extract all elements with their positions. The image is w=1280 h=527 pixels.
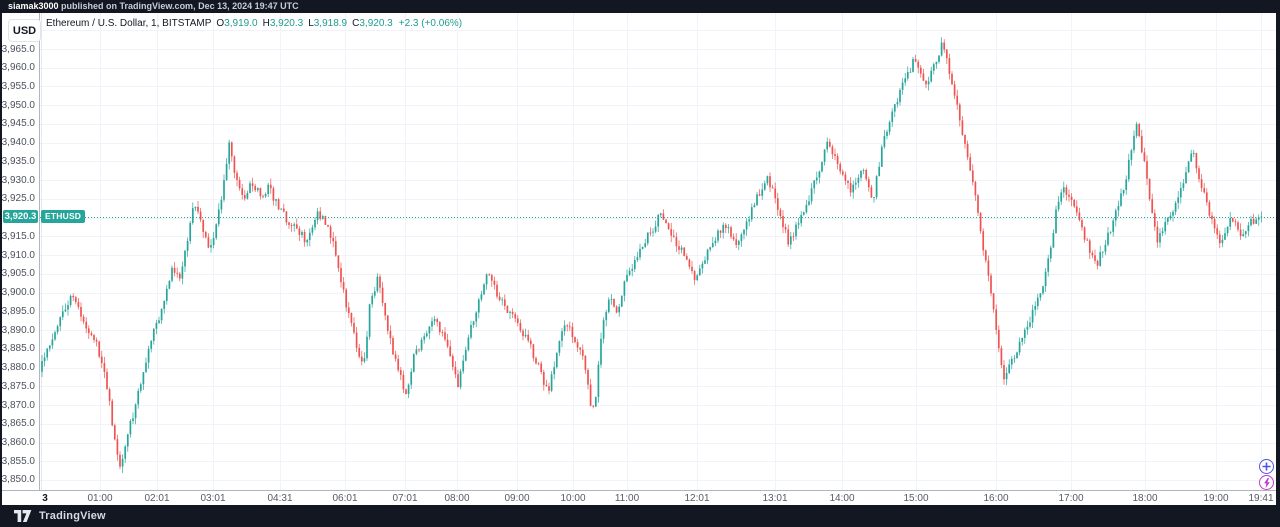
ohlc-open-label: O — [216, 18, 225, 29]
ohlc-open-value: 3,919.0 — [224, 18, 258, 29]
attribution-text: published on TradingView.com, Dec 13, 20… — [58, 1, 299, 11]
time-axis-label: 18:00 — [1132, 493, 1158, 504]
price-axis-label: 3,945.0 — [1, 118, 35, 130]
chart-widget: Ethereum / U.S. Dollar, 1, BITSTAMP O3,91… — [2, 13, 1276, 505]
time-axis-label: 19:00 — [1203, 493, 1229, 504]
change-value: +2.3 (+0.06%) — [398, 18, 463, 29]
time-axis-label: 09:00 — [504, 493, 530, 504]
ohlc-high-label: H — [262, 18, 270, 29]
time-axis-label: 13:01 — [762, 493, 788, 504]
time-axis[interactable]: 3 01:00 02:01 03:01 04:31 06:01 07:01 08:00 09:0… — [2, 490, 1276, 505]
time-axis-label: 3 — [42, 493, 48, 504]
price-axis-label: 3,955.0 — [1, 80, 35, 92]
price-axis-label: 3,960.0 — [1, 62, 35, 74]
time-axis-label: 11:00 — [614, 493, 640, 504]
price-axis-label: 3,940.0 — [1, 137, 35, 149]
time-axis-label: 17:00 — [1058, 493, 1084, 504]
price-axis-label: 3,860.0 — [1, 437, 35, 449]
time-axis-label: 04:31 — [267, 493, 293, 504]
price-axis-label: 3,925.0 — [1, 193, 35, 205]
price-axis-label: 3,880.0 — [1, 362, 35, 374]
price-axis-label: 3,900.0 — [1, 287, 35, 299]
price-axis-label: 3,850.0 — [1, 474, 35, 486]
ohlc-low-value: 3,918.9 — [313, 18, 348, 29]
time-axis-label: 01:00 — [87, 493, 113, 504]
price-axis-label: 3,905.0 — [1, 268, 35, 280]
currency-toggle-button[interactable]: USD — [8, 19, 41, 42]
time-axis-label: 12:01 — [684, 493, 710, 504]
ohlc-close-value: 3,920.3 — [359, 18, 393, 29]
footer-bar: TradingView — [0, 505, 1280, 527]
symbol-title: Ethereum / U.S. Dollar, 1, BITSTAMP — [46, 18, 212, 29]
price-axis-label: 3,915.0 — [1, 230, 35, 242]
ohlc-low-label: L — [308, 18, 314, 29]
last-price-badge: 3,920.3 — [3, 210, 38, 224]
symbol-legend: Ethereum / U.S. Dollar, 1, BITSTAMP O3,91… — [46, 17, 462, 31]
candlestick-chart-canvas[interactable] — [40, 13, 1276, 490]
time-axis-label: 14:00 — [829, 493, 855, 504]
price-axis-label: 3,865.0 — [1, 418, 35, 430]
time-axis-label: 02:01 — [144, 493, 170, 504]
price-axis-label: 3,885.0 — [1, 343, 35, 355]
price-axis-label: 3,870.0 — [1, 399, 35, 411]
price-axis-label: 3,890.0 — [1, 324, 35, 336]
price-axis-label: 3,875.0 — [1, 380, 35, 392]
attribution-bar: siamak3000 published on TradingView.com,… — [0, 0, 1280, 13]
time-axis-label: 19:41 — [1248, 493, 1274, 504]
time-axis-label: 10:00 — [560, 493, 586, 504]
time-axis-label: 15:00 — [903, 493, 929, 504]
price-axis[interactable]: 3,920.3 3,965.0 3,960.0 3,955.0 3,950.0 3,94… — [2, 13, 40, 490]
time-axis-label: 08:00 — [444, 493, 470, 504]
chart-plot-area[interactable]: Ethereum / U.S. Dollar, 1, BITSTAMP O3,91… — [40, 13, 1276, 490]
price-axis-label: 3,965.0 — [1, 43, 35, 55]
ohlc-high-value: 3,920.3 — [269, 18, 304, 29]
price-axis-label: 3,930.0 — [1, 174, 35, 186]
ohlc-close-label: C — [352, 18, 360, 29]
lightning-icon — [1263, 477, 1270, 488]
symbol-price-tag: ETHUSD — [41, 210, 86, 224]
attribution-user: siamak3000 — [8, 1, 59, 11]
tradingview-logo-icon — [14, 510, 32, 522]
price-axis-label: 3,950.0 — [1, 99, 35, 111]
plus-icon — [1262, 462, 1271, 471]
price-axis-label: 3,935.0 — [1, 155, 35, 167]
time-axis-label: 03:01 — [200, 493, 226, 504]
add-button[interactable] — [1259, 459, 1274, 474]
time-axis-label: 16:00 — [983, 493, 1009, 504]
tradingview-brand[interactable]: TradingView — [39, 510, 106, 522]
time-axis-label: 06:01 — [332, 493, 358, 504]
price-axis-label: 3,895.0 — [1, 305, 35, 317]
time-axis-label: 07:01 — [392, 493, 418, 504]
price-axis-label: 3,910.0 — [1, 249, 35, 261]
boost-button[interactable] — [1259, 475, 1274, 490]
price-axis-label: 3,855.0 — [1, 455, 35, 467]
